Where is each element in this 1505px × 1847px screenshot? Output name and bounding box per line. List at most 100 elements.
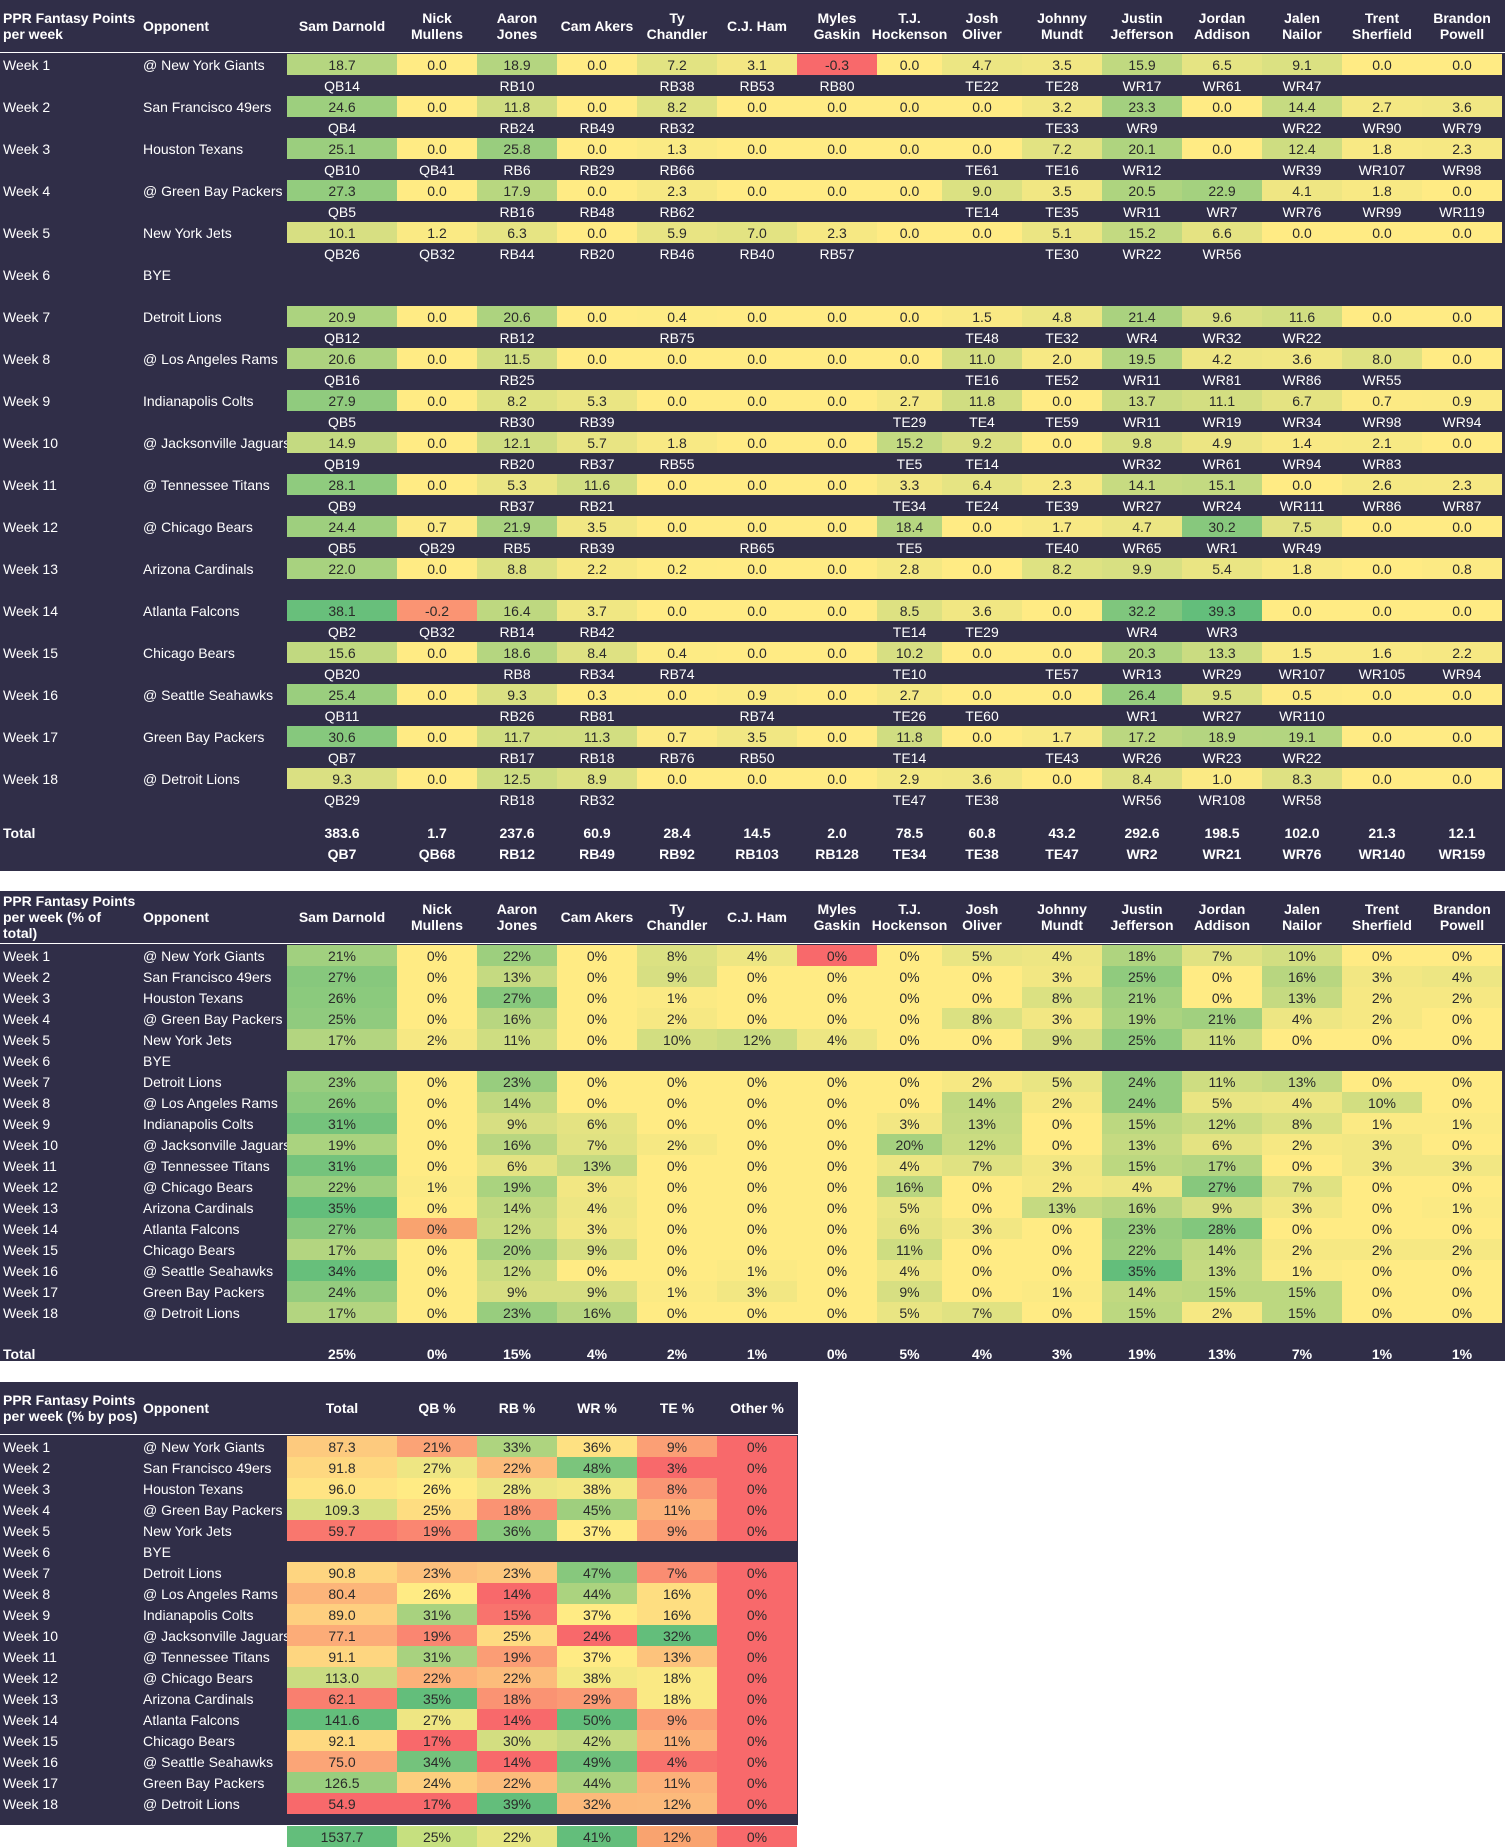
points-cell: 0.0: [1342, 516, 1422, 537]
position-cell: 35%: [397, 1688, 477, 1709]
points-cell: 4.1: [1262, 180, 1342, 201]
total-cell: 12%: [637, 1826, 717, 1847]
points-cell: 0.0: [797, 96, 877, 117]
points-cell: 0.0: [717, 138, 797, 159]
position-cell: 47%: [557, 1562, 637, 1583]
points-cell: 0.0: [557, 348, 637, 369]
total-label: Total: [3, 1828, 36, 1845]
rank-cell: RB62: [659, 203, 695, 220]
rank-cell: RB18: [499, 791, 535, 808]
position-cell: 36%: [477, 1520, 557, 1541]
week-label: Week 14: [3, 1711, 58, 1728]
rank-cell: RB38: [659, 77, 695, 94]
points-cell: 15.2: [1102, 222, 1182, 243]
percent-cell: 26%: [287, 987, 397, 1008]
percent-cell: 0%: [717, 1176, 797, 1197]
total-cell: 1537.7: [287, 1826, 397, 1847]
rank-cell: TE16: [1045, 161, 1079, 178]
percent-cell: 0%: [1022, 1113, 1102, 1134]
rank-cell: RB75: [659, 329, 695, 346]
opponent-label: New York Jets: [143, 224, 232, 241]
percent-cell: 0%: [637, 1176, 717, 1197]
position-cell: 22%: [477, 1457, 557, 1478]
player-header: Sam Darnold: [298, 909, 386, 925]
percent-cell: 4%: [1262, 1008, 1342, 1029]
percent-cell: 0%: [557, 966, 637, 987]
opponent-label: @ Chicago Bears: [143, 1178, 253, 1195]
points-cell: 0.7: [1342, 390, 1422, 411]
opponent-label: San Francisco 49ers: [143, 98, 272, 115]
percent-cell: 3%: [557, 1176, 637, 1197]
points-cell: 1.6: [1342, 642, 1422, 663]
rank-cell: WR39: [1282, 161, 1322, 178]
percent-cell: 0%: [397, 1239, 477, 1260]
points-cell: 0.0: [557, 222, 637, 243]
total-cell: 7%: [1291, 1345, 1313, 1362]
percent-cell: 0%: [1342, 1029, 1422, 1050]
points-cell: -0.2: [397, 600, 477, 621]
points-cell: 0.0: [637, 390, 717, 411]
opponent-label: @ Detroit Lions: [143, 1795, 240, 1812]
points-cell: 38.1: [287, 600, 397, 621]
percent-cell: 13%: [477, 966, 557, 987]
points-cell: 11.3: [557, 726, 637, 747]
total-rank-cell: WR159: [1438, 845, 1486, 862]
rank-cell: TE61: [965, 161, 999, 178]
rank-cell: WR61: [1202, 77, 1242, 94]
position-cell: 11%: [637, 1772, 717, 1793]
percent-cell: 15%: [1182, 1281, 1262, 1302]
percent-cell: 0%: [557, 1029, 637, 1050]
points-cell: 11.8: [942, 390, 1022, 411]
percent-cell: 7%: [1182, 945, 1262, 966]
percent-cell: 24%: [1102, 1092, 1182, 1113]
percent-cell: 17%: [287, 1029, 397, 1050]
points-cell: 2.0: [1022, 348, 1102, 369]
percent-cell: 0%: [1342, 945, 1422, 966]
week-label: Week 10: [3, 434, 58, 451]
rank-cell: RB44: [499, 245, 535, 262]
points-cell: 0.0: [1262, 600, 1342, 621]
player-header: Myles Gaskin: [813, 10, 861, 42]
total-cell: 25%: [397, 1826, 477, 1847]
rank-cell: RB21: [579, 497, 615, 514]
total-cell: 22%: [477, 1826, 557, 1847]
percent-cell: 0%: [397, 945, 477, 966]
percent-cell: 21%: [287, 945, 397, 966]
percent-cell: 0%: [1022, 1134, 1102, 1155]
opponent-label: @ Los Angeles Rams: [143, 350, 278, 367]
points-cell: 0.0: [1422, 222, 1502, 243]
percent-cell: 17%: [1182, 1155, 1262, 1176]
opponent-label: Houston Texans: [143, 140, 244, 157]
percent-cell: 31%: [287, 1155, 397, 1176]
total-rank-cell: TE47: [1045, 845, 1079, 862]
rank-cell: WR98: [1442, 161, 1482, 178]
points-cell: 2.7: [1342, 96, 1422, 117]
player-header: Ty Chandler: [646, 10, 708, 42]
percent-cell: 0%: [1022, 1260, 1102, 1281]
rank-cell: RB5: [503, 539, 531, 556]
opponent-label: Chicago Bears: [143, 1241, 235, 1258]
points-cell: 0.0: [557, 306, 637, 327]
rank-cell: WR32: [1202, 329, 1242, 346]
percent-cell: 11%: [1182, 1029, 1262, 1050]
rank-cell: WR19: [1202, 413, 1242, 430]
percent-cell: 15%: [1102, 1113, 1182, 1134]
player-header: Cam Akers: [560, 909, 634, 925]
percent-cell: 0%: [1262, 1029, 1342, 1050]
position-cell: 75.0: [287, 1751, 397, 1772]
percent-cell: 0%: [637, 1239, 717, 1260]
player-header: Jordan Addison: [1194, 901, 1250, 933]
points-cell: 0.0: [557, 138, 637, 159]
opponent-label: @ Chicago Bears: [143, 1669, 253, 1686]
points-cell: 39.3: [1182, 600, 1262, 621]
percent-cell: 26%: [287, 1092, 397, 1113]
position-cell: 37%: [557, 1604, 637, 1625]
week-label: Week 17: [3, 1774, 58, 1791]
percent-cell: 10%: [1342, 1092, 1422, 1113]
percent-cell: 0%: [877, 1092, 942, 1113]
week-label: Week 15: [3, 644, 58, 661]
points-cell: 12.1: [477, 432, 557, 453]
points-cell: 9.6: [1182, 306, 1262, 327]
rank-cell: WR17: [1122, 77, 1162, 94]
points-cell: 3.7: [557, 600, 637, 621]
